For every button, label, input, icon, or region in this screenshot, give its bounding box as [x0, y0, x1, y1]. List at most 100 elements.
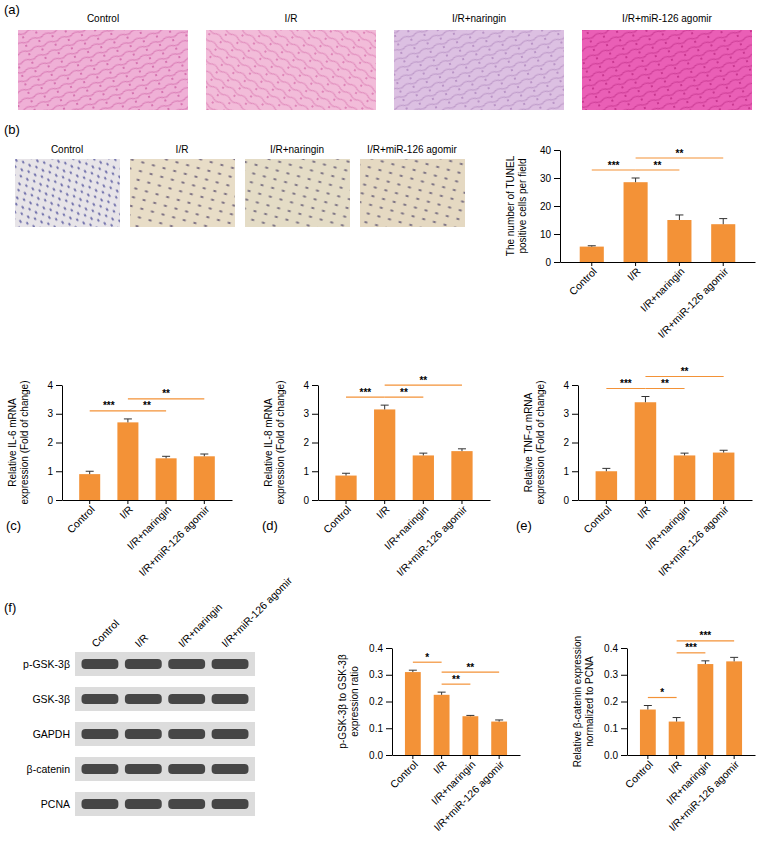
y-tick-label: 0.0 [369, 750, 383, 761]
y-tick-mark [386, 755, 392, 756]
x-tick-mark [346, 500, 347, 504]
error-line [679, 215, 680, 220]
x-tick: I/R+miR-126 agomir [136, 500, 211, 578]
y-axis-title: positive cells per field [517, 158, 528, 253]
bar [434, 695, 450, 755]
y-tick: 3 [47, 408, 62, 419]
error-cap [681, 453, 689, 454]
y-tick-label: 2 [563, 437, 569, 448]
error-cap [673, 717, 681, 718]
blot-band [82, 694, 119, 704]
y-tick: 20 [540, 201, 560, 212]
bar [726, 661, 742, 755]
micrograph [360, 159, 465, 227]
y-axis: 0.00.10.20.30.4 [369, 643, 392, 761]
y-tick-mark [56, 443, 62, 444]
y-tick-label: 0.2 [369, 696, 383, 707]
error-bar [602, 468, 610, 471]
y-tick-mark [554, 178, 560, 179]
error-cap [86, 471, 94, 472]
blot-band [82, 799, 119, 809]
error-cap [438, 692, 446, 693]
y-tick-mark [386, 728, 392, 729]
x-axis: ControlI/RI/R+naringinI/R+miR-126 agomir [63, 500, 233, 578]
blot-band [168, 694, 205, 704]
x-tick: I/R+miR-126 agomir [431, 755, 506, 833]
error-line [676, 718, 677, 722]
micrograph [15, 159, 120, 227]
y-axis: 01234 [47, 380, 62, 506]
error-line [384, 405, 385, 409]
y-tick-mark [554, 150, 560, 151]
blot-background [75, 687, 255, 711]
x-tick-label: I/R+miR-126 agomir [431, 758, 506, 833]
micrograph [130, 159, 235, 227]
error-cap [641, 396, 649, 397]
image-title: I/R+miR-126 agomir [367, 144, 457, 155]
significance-label: * [660, 687, 664, 698]
y-tick-label: 1 [303, 466, 309, 477]
axis-line [579, 500, 753, 501]
image-title: Control [87, 13, 119, 24]
y-tick-label: 2 [47, 437, 53, 448]
blot-band [125, 764, 162, 774]
y-axis-title: expression (Fold of change) [275, 381, 286, 505]
bar-chart: 0.00.10.20.30.4ControlI/RI/R+naringinI/R… [337, 643, 521, 834]
row-label: β-catenin [27, 763, 71, 775]
error-line [635, 178, 636, 182]
error-cap [602, 468, 610, 469]
axis-line [578, 386, 579, 501]
bar [117, 422, 138, 500]
y-tick: 30 [540, 173, 560, 184]
significance-label: ** [143, 400, 151, 411]
bar-chart: 01234ControlI/RI/R+naringinI/R+miR-126 a… [262, 375, 491, 579]
error-bar [644, 706, 652, 710]
y-axis-title: expression ratio [349, 666, 360, 737]
blot-background [75, 757, 255, 781]
x-tick-mark [591, 262, 592, 266]
error-cap [632, 178, 640, 179]
error-bar [86, 471, 94, 474]
y-tick: 1 [47, 466, 62, 477]
x-tick: Control [388, 755, 420, 791]
bar [491, 722, 507, 755]
panel-label: (e) [516, 518, 532, 533]
lane-label: I/R+miR-126 agomir [219, 574, 294, 649]
error-bar [409, 670, 417, 672]
y-axis-title: expression (Fold of change) [535, 381, 546, 505]
x-tick: I/R [666, 755, 684, 776]
error-bar [162, 456, 170, 458]
y-tick-label: 10 [540, 229, 552, 240]
image-title: I/R+naringin [452, 13, 506, 24]
y-tick-label: 40 [540, 145, 552, 156]
blot-band [212, 694, 249, 704]
bar-chart: 01234ControlI/RI/R+naringinI/R+miR-126 a… [6, 380, 233, 579]
x-tick-mark [684, 500, 685, 504]
bar [580, 247, 604, 262]
y-tick-label: 0 [47, 495, 53, 506]
error-cap [200, 454, 208, 455]
y-tick-mark [572, 500, 578, 501]
bar [156, 458, 177, 500]
blot-band [82, 729, 119, 739]
y-tick: 1 [303, 466, 318, 477]
significance-label: ** [661, 378, 669, 389]
y-axis-title: The number of TUNEL [505, 155, 516, 256]
y-tick-mark [386, 702, 392, 703]
error-bar [381, 405, 389, 409]
x-tick: Control [566, 262, 598, 298]
significance-label: *** [103, 400, 115, 411]
x-tick-mark [461, 500, 462, 504]
x-tick: I/R [635, 500, 653, 521]
row-label: GSK-3β [32, 693, 70, 705]
y-tick: 0.4 [369, 643, 392, 654]
x-tick-label: I/R [635, 503, 653, 521]
x-tick-mark [384, 500, 385, 504]
micrograph [206, 30, 376, 110]
x-tick-mark [647, 755, 648, 759]
blot-band [168, 764, 205, 774]
x-tick: I/R+miR-126 agomir [655, 262, 730, 340]
error-cap [644, 705, 652, 706]
x-tick: Control [64, 500, 96, 536]
axis-line [318, 386, 319, 501]
